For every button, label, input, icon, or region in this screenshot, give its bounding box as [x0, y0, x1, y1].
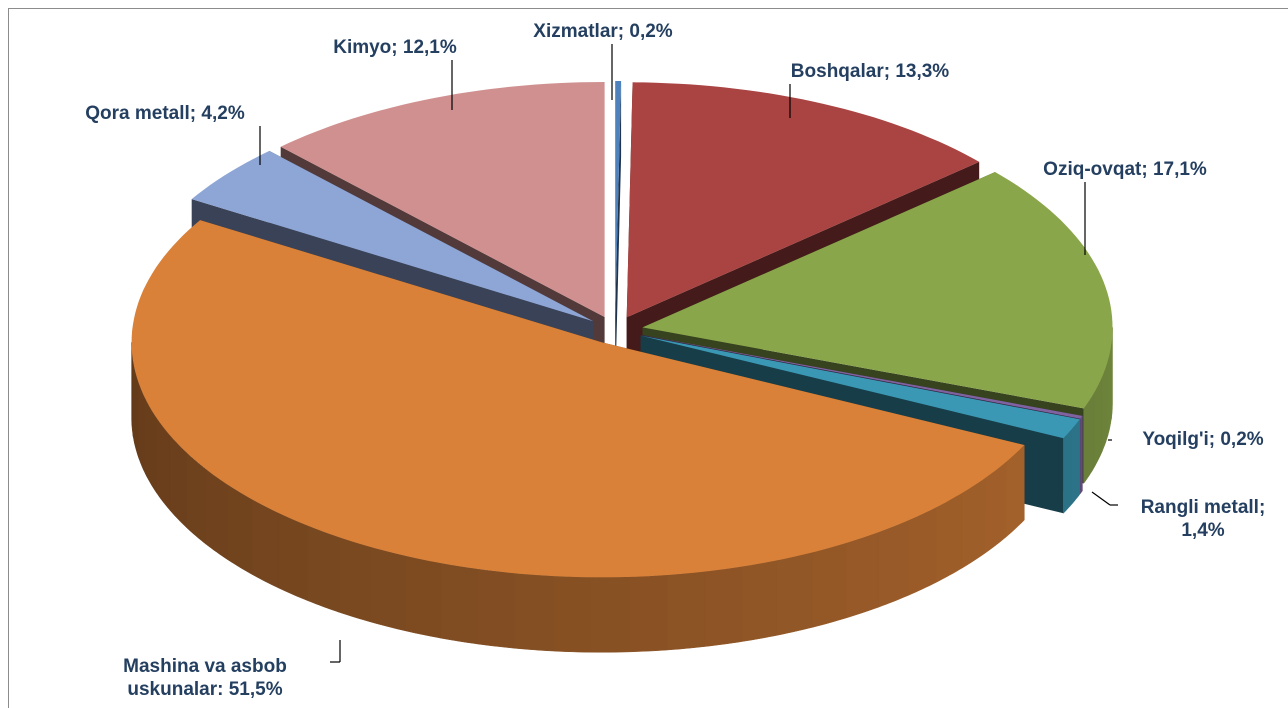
slice — [641, 334, 1083, 419]
slice-wall — [227, 484, 253, 576]
slice-wall — [1071, 418, 1081, 505]
slice — [191, 150, 594, 322]
slice-wall — [667, 571, 706, 651]
slice-wall — [405, 555, 442, 639]
slice-wall — [908, 506, 937, 596]
chart-frame — [8, 8, 1288, 708]
slice-wall — [1063, 428, 1073, 514]
slice-wall — [477, 568, 516, 649]
leader-line — [1091, 491, 1111, 506]
slice-wall — [514, 573, 554, 652]
data-label: Kimyo; 12,1% — [333, 37, 457, 58]
slice-wall — [307, 525, 340, 613]
slice — [615, 81, 622, 316]
slice-wall — [252, 499, 280, 589]
data-label: Qora metall; 4,2% — [85, 103, 245, 124]
slice-wall — [741, 559, 779, 642]
slice-wall — [205, 468, 229, 561]
slice-wall — [846, 531, 879, 619]
slice — [131, 220, 1025, 578]
slice-wall — [961, 477, 986, 569]
slice — [626, 82, 980, 318]
slice-wall — [704, 566, 743, 647]
slice-wall — [1080, 415, 1083, 494]
slice — [280, 82, 605, 317]
data-label: Rangli metall; 1,4% — [1140, 497, 1266, 541]
slice — [642, 172, 1113, 409]
slice-wall — [440, 562, 478, 645]
slice — [640, 335, 1080, 439]
data-label: Xizmatlar; 0,2% — [533, 21, 673, 42]
slice-wall — [371, 546, 406, 632]
slice-wall — [1083, 392, 1095, 485]
slice-wall — [131, 342, 134, 437]
slice-wall — [629, 574, 668, 653]
slice-wall — [338, 536, 372, 623]
slice-wall — [812, 542, 847, 628]
slice-wall — [590, 576, 630, 653]
slice-side — [615, 81, 622, 391]
slice-wall — [777, 551, 814, 636]
slice-wall — [278, 512, 309, 602]
data-label: Mashina va asbob uskunalar: 51,5% — [123, 656, 287, 700]
data-label: Yoqilg'i; 0,2% — [1142, 429, 1264, 450]
data-label: Boshqalar; 13,3% — [790, 61, 950, 82]
slice-wall — [878, 520, 909, 608]
slice-wall — [936, 492, 963, 583]
data-label: Oziq-ovqat; 17,1% — [1043, 159, 1207, 180]
slice-wall — [552, 575, 592, 653]
